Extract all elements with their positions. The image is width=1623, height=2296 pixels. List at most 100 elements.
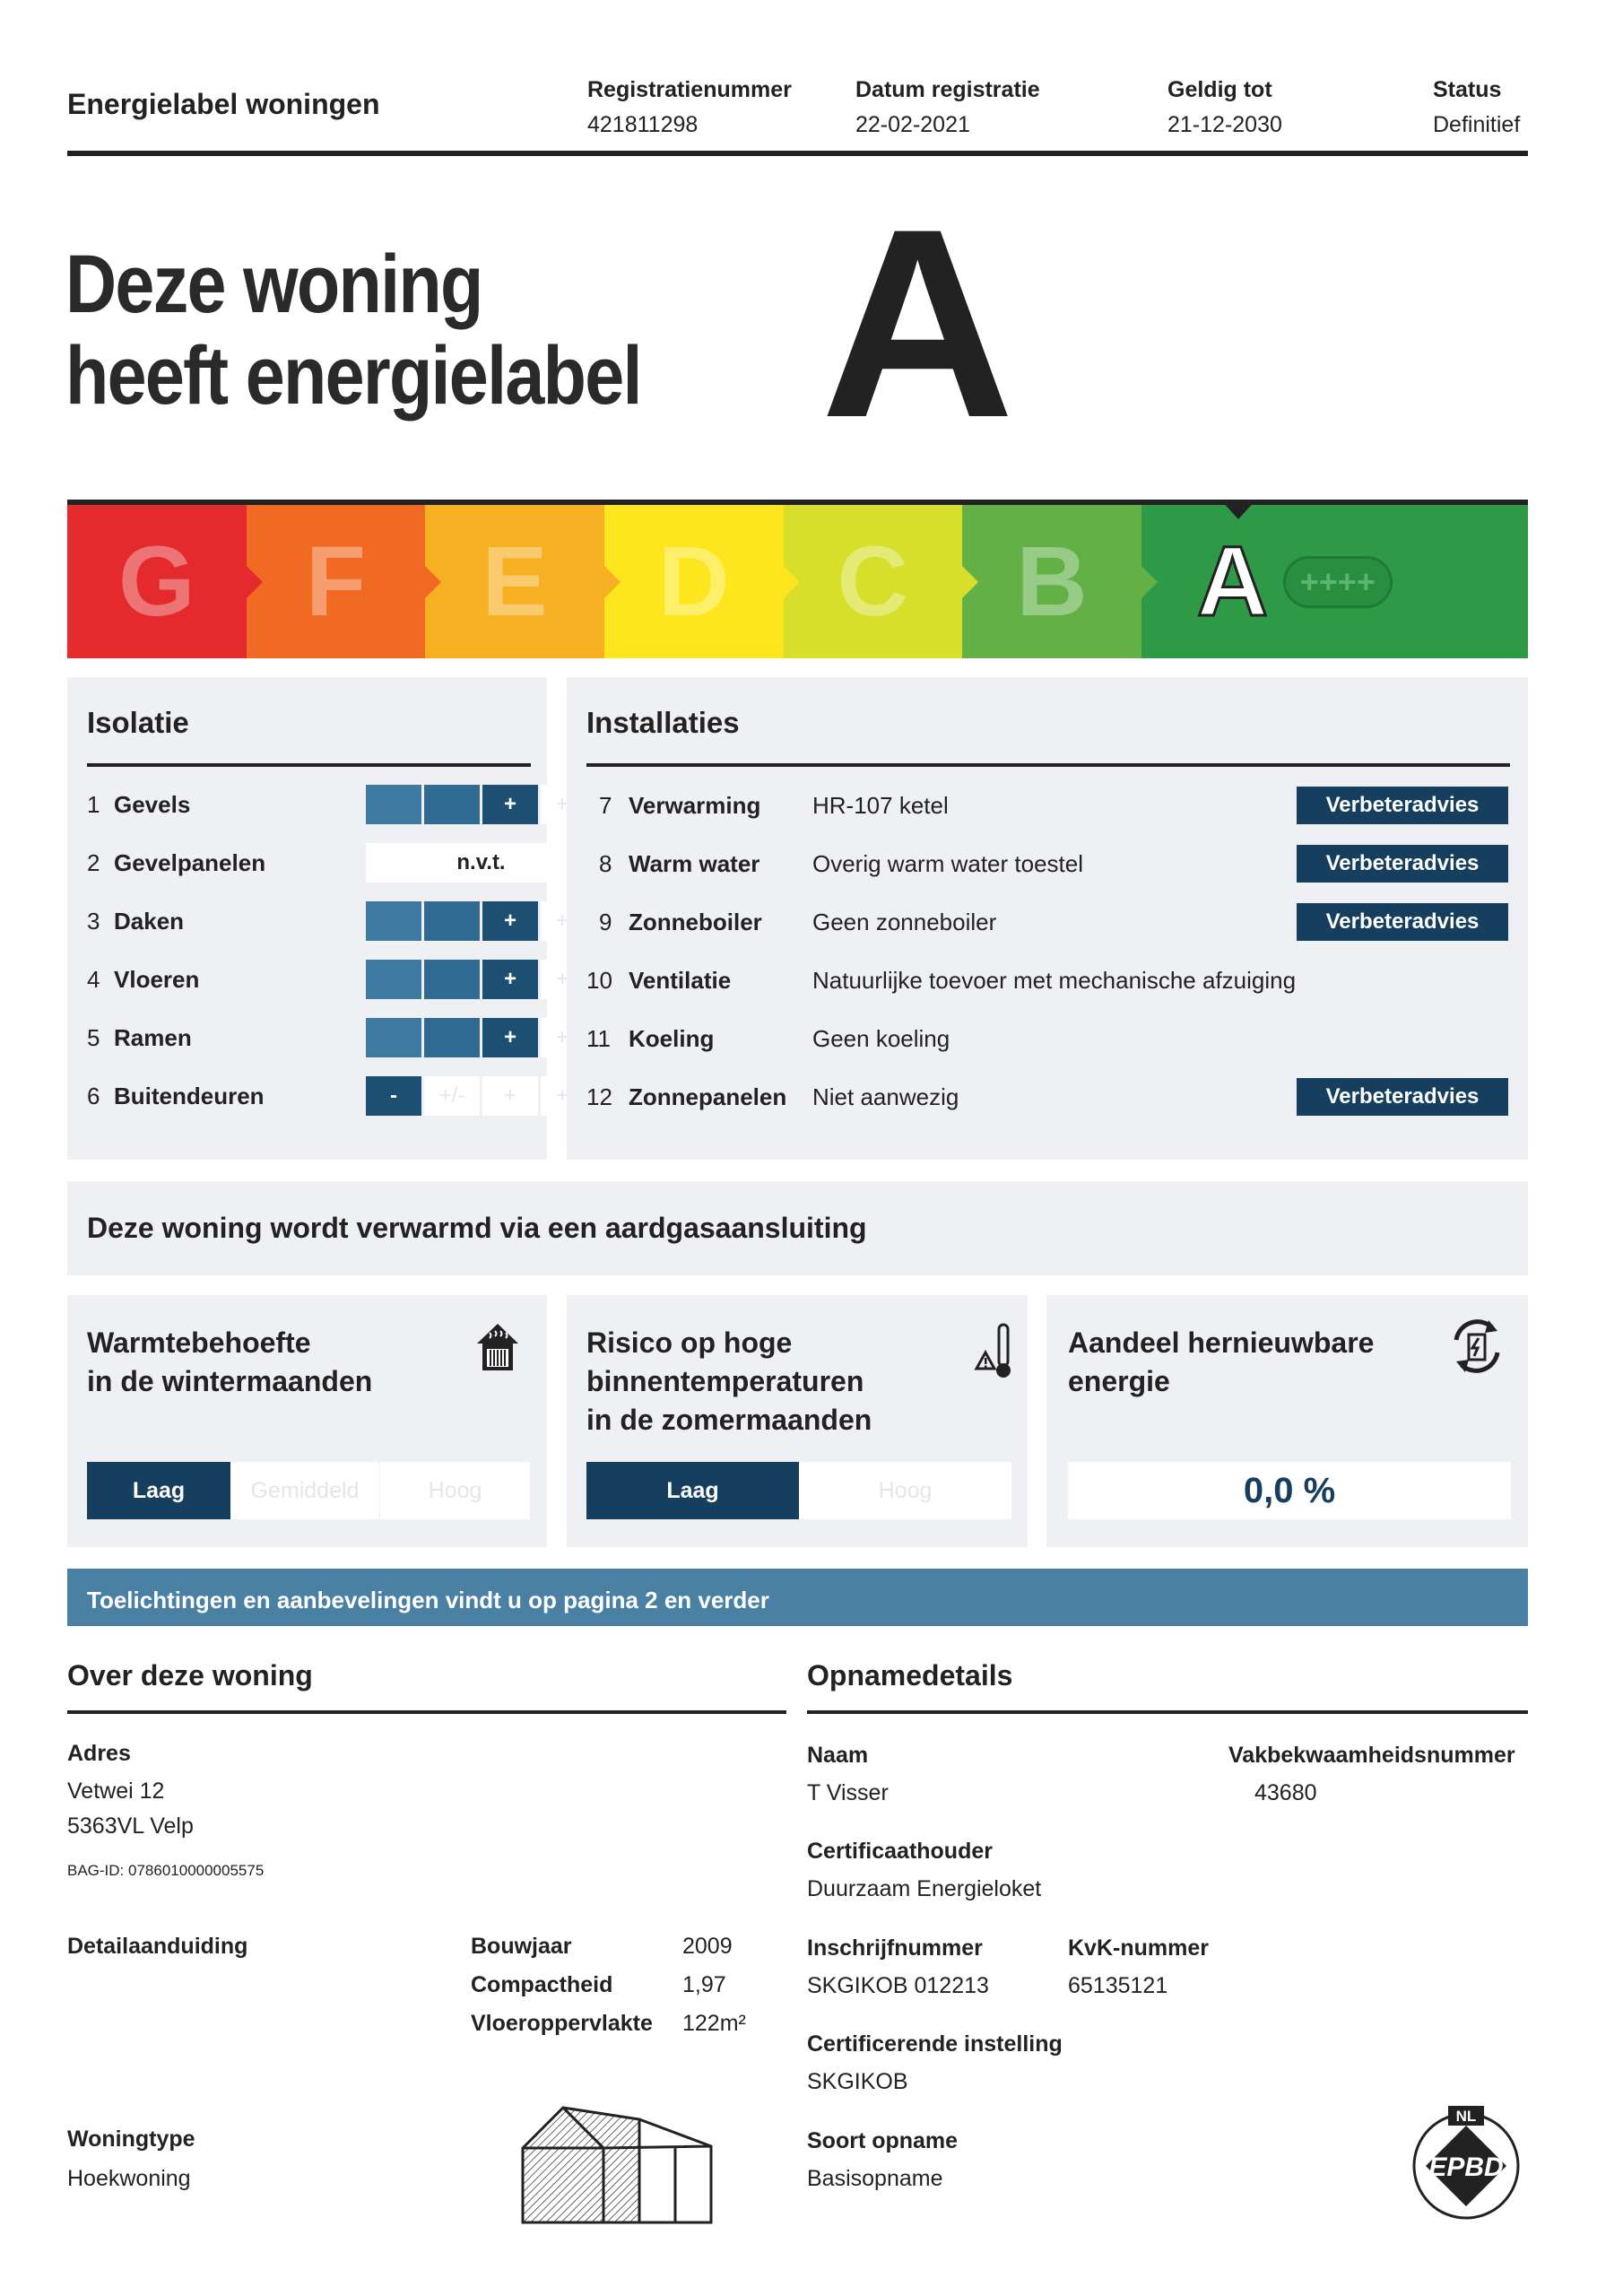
scale-segment-A: ++++ A (1141, 500, 1529, 658)
chevron-icon (783, 565, 800, 598)
datum-value: 22-02-2021 (855, 112, 970, 137)
row-label: Verwarming (629, 792, 761, 819)
level-cell (424, 901, 480, 941)
chevron-icon (425, 565, 442, 598)
inschr-value: SKGIKOB 012213 (807, 1973, 989, 1998)
chevron-icon (1141, 565, 1158, 598)
installaties-title: Installaties (586, 706, 740, 739)
row-label: Ventilatie (629, 967, 732, 994)
level-cell (366, 960, 421, 999)
row-label: Buitendeuren (114, 1082, 265, 1109)
vak-value: 43680 (1254, 1780, 1317, 1805)
headline-line1: Deze woning (65, 239, 483, 330)
woning-title: Over deze woning (67, 1659, 313, 1692)
warmte-card: Warmtebehoefte in de wintermaanden Laag … (67, 1295, 547, 1547)
level-cell: + (482, 1076, 538, 1116)
level-cell: + (482, 1018, 538, 1057)
logo-badge: NL (1456, 2108, 1477, 2125)
registratienummer-value: 421811298 (587, 112, 699, 137)
banner-text: Toelichtingen en aanbevelingen vindt u o… (87, 1587, 769, 1613)
cert-value: Duurzaam Energieloket (807, 1876, 1042, 1901)
row-number: 4 (87, 965, 100, 993)
aandeel-title-2: energie (1068, 1365, 1170, 1397)
scale-letter: D (657, 526, 730, 637)
isolatie-row: 4 Vloeren +++ (87, 960, 596, 999)
gas-text: Deze woning wordt verwarmd via een aardg… (87, 1212, 867, 1244)
level-cell (424, 960, 480, 999)
level-cell: + (482, 901, 538, 941)
inschr-label: Inschrijfnummer (807, 1935, 983, 1961)
insulation-level: +++ (366, 785, 596, 824)
info-banner[interactable]: Toelichtingen en aanbevelingen vindt u o… (67, 1569, 1528, 1626)
row-label: Warm water (629, 850, 760, 877)
detail-label: Detailaanduiding (67, 1934, 248, 1959)
scale-letter: A (1195, 526, 1269, 639)
scale-segment-G: G (67, 505, 263, 658)
verbeteradvies-button[interactable]: Verbeteradvies (1297, 903, 1508, 941)
verbeteradvies-button[interactable]: Verbeteradvies (1297, 787, 1508, 824)
row-label: Vloeren (114, 965, 200, 993)
geldig-label: Geldig tot (1167, 77, 1272, 102)
isolatie-row: 3 Daken +++ (87, 901, 596, 941)
chevron-icon (962, 565, 979, 598)
row-value: Geen koeling (812, 1025, 950, 1052)
option-laag: Laag (87, 1462, 230, 1519)
bag-id: BAG-ID: 0786010000005575 (67, 1862, 265, 1879)
row-label: Zonneboiler (629, 909, 762, 935)
energy-scale-bar: G F E D C B ++++ A (67, 500, 1529, 658)
row-number: 11 (586, 1025, 611, 1052)
naam-value: T Visser (807, 1780, 889, 1805)
energy-label-letter: A (820, 172, 1015, 474)
risico-card: Risico op hoge binnentemperaturen in de … (567, 1295, 1028, 1547)
scale-segment-C: C (783, 505, 979, 658)
row-value: Natuurlijke toevoer met mechanische afzu… (812, 967, 1297, 994)
option-hoog: Hoog (878, 1477, 933, 1503)
row-number: 12 (586, 1083, 612, 1110)
chevron-icon (246, 565, 263, 598)
risico-title-2: binnentemperaturen (586, 1365, 864, 1397)
row-label: Koeling (629, 1025, 715, 1052)
row-label: Ramen (114, 1023, 192, 1051)
inst-value: SKGIKOB (807, 2069, 908, 2094)
row-label: Zonnepanelen (629, 1083, 787, 1110)
row-value: Niet aanwezig (812, 1083, 959, 1110)
scale-segment-F: F (246, 505, 442, 658)
chevron-icon (603, 565, 621, 598)
header-rule (67, 151, 1528, 156)
level-cell: + (482, 960, 538, 999)
renewable-energy-icon (1454, 1319, 1500, 1373)
row-number: 3 (87, 907, 100, 935)
isolatie-row: 5 Ramen +++ (87, 1018, 596, 1057)
inst-label: Certificerende instelling (807, 2031, 1063, 2057)
opname-rule (807, 1710, 1528, 1714)
row-number: 2 (87, 848, 100, 876)
level-cell (366, 1018, 421, 1057)
option-laag: Laag (586, 1462, 799, 1519)
woningtype-label: Woningtype (67, 2126, 195, 2152)
document-title: Energielabel woningen (67, 88, 380, 120)
scale-segment-D: D (603, 505, 800, 658)
row-label: Gevels (114, 790, 191, 818)
row-label: Daken (114, 907, 185, 935)
cert-label: Certificaathouder (807, 1839, 993, 1864)
corner-house-icon (521, 2106, 713, 2224)
logo-text: EPBD (1428, 2152, 1503, 2182)
installaties-rule (586, 763, 1510, 767)
scale-letter: C (837, 526, 909, 637)
gas-panel: Deze woning wordt verwarmd via een aardg… (67, 1181, 1528, 1275)
risico-title-1: Risico op hoge (586, 1326, 793, 1359)
naam-label: Naam (807, 1743, 869, 1768)
level-text: n.v.t. (366, 843, 596, 883)
scale-segment-E: E (425, 505, 621, 658)
datum-label: Datum registratie (855, 77, 1040, 102)
isolatie-rule (87, 763, 531, 767)
verbeteradvies-button[interactable]: Verbeteradvies (1297, 1078, 1508, 1116)
row-value: Geen zonneboiler (812, 909, 997, 935)
row-number: 10 (586, 967, 612, 994)
registratienummer-label: Registratienummer (587, 77, 792, 102)
insulation-level: +++ (366, 1018, 596, 1057)
scale-letter: G (118, 526, 195, 637)
row-number: 7 (599, 792, 612, 819)
verbeteradvies-button[interactable]: Verbeteradvies (1297, 845, 1508, 883)
